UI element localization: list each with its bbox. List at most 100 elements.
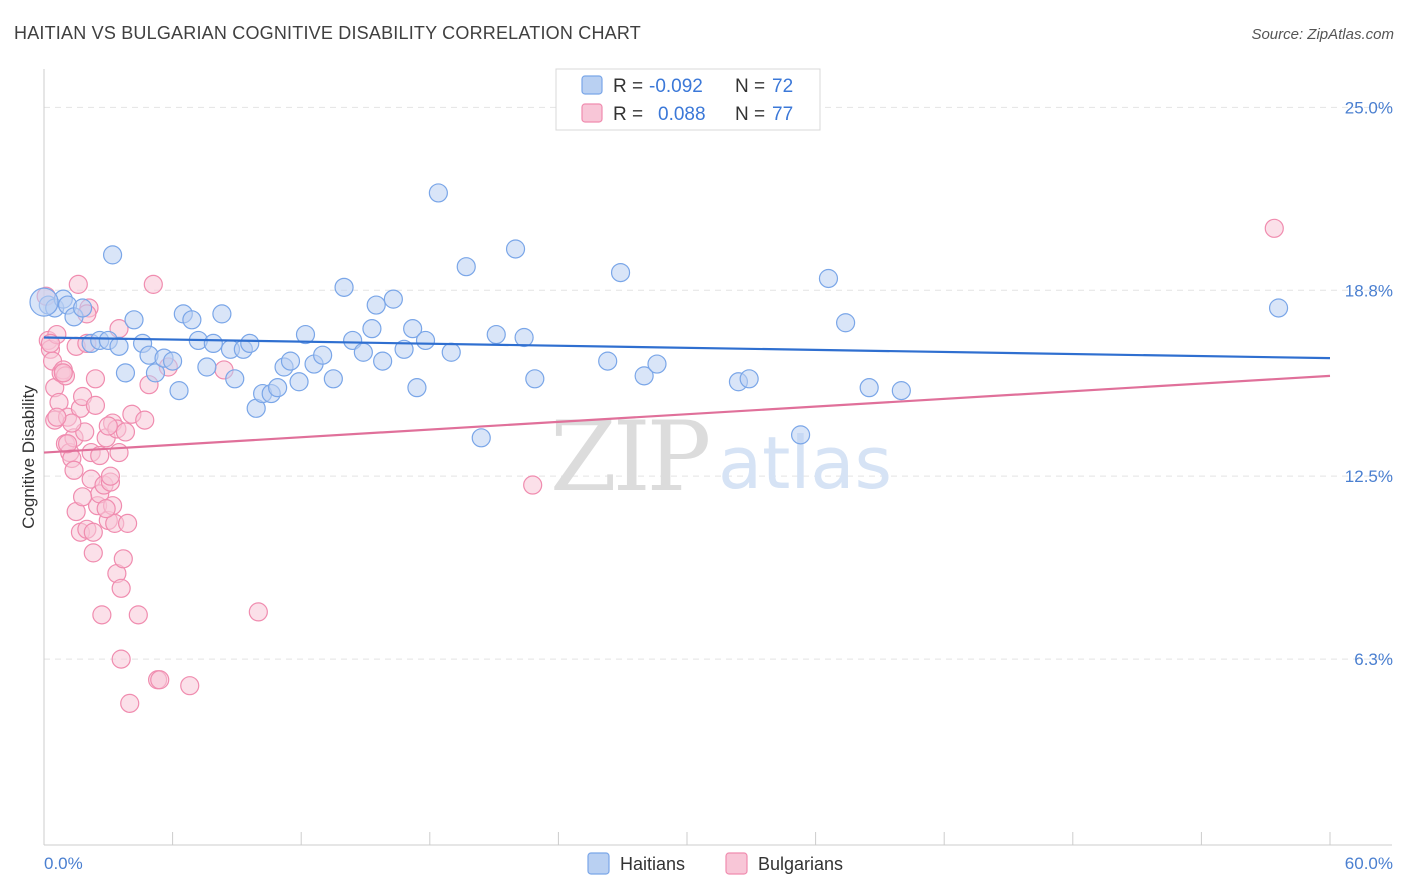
point-bulgarians xyxy=(523,475,543,495)
point-haitians xyxy=(836,313,856,333)
point-haitians xyxy=(109,336,129,356)
x-axis-ticks xyxy=(43,832,1331,845)
point-haitians xyxy=(225,369,245,389)
point-bulgarians xyxy=(111,649,131,669)
point-haitians xyxy=(295,324,316,345)
point-haitians xyxy=(313,345,333,365)
point-bulgarians xyxy=(111,578,131,598)
point-bulgarians xyxy=(117,513,138,533)
point-bulgarians xyxy=(85,395,106,415)
point-bulgarians xyxy=(68,274,88,294)
point-haitians xyxy=(203,333,223,354)
point-haitians xyxy=(525,369,545,389)
point-bulgarians xyxy=(248,602,268,622)
point-haitians xyxy=(456,257,476,277)
point-bulgarians xyxy=(113,549,133,569)
point-bulgarians xyxy=(98,416,118,436)
bottom-legend-swatch-haitians xyxy=(587,852,610,875)
point-bulgarians xyxy=(40,333,61,354)
trend-line-haitians xyxy=(43,336,1331,360)
point-haitians xyxy=(505,239,526,259)
bottom-legend-label-bulgarians: Bulgarians xyxy=(758,854,843,874)
point-haitians xyxy=(471,428,491,448)
point-haitians xyxy=(102,245,123,265)
point-haitians xyxy=(415,330,436,351)
point-bulgarians xyxy=(1264,218,1284,238)
point-haitians xyxy=(383,289,403,309)
series-bulgarians-points xyxy=(36,218,1284,713)
legend-r-value-bulgarians: 0.088 xyxy=(658,104,706,125)
point-bulgarians xyxy=(83,522,103,542)
legend-swatch-bulgarians xyxy=(581,103,603,123)
point-bulgarians xyxy=(85,369,106,389)
point-bulgarians xyxy=(109,442,129,463)
bottom-legend-swatch-bulgarians xyxy=(725,852,748,875)
point-haitians xyxy=(598,351,618,371)
point-haitians xyxy=(647,354,667,374)
point-bulgarians xyxy=(92,605,112,625)
point-haitians xyxy=(323,369,343,389)
point-haitians xyxy=(280,351,301,371)
point-bulgarians xyxy=(180,676,200,696)
point-haitians xyxy=(373,351,393,371)
point-haitians xyxy=(163,351,183,371)
chart-title: HAITIAN VS BULGARIAN COGNITIVE DISABILIT… xyxy=(14,23,641,43)
y-axis-label: Cognitive Disability xyxy=(19,385,38,529)
point-haitians xyxy=(29,287,59,317)
point-haitians xyxy=(197,357,217,377)
point-haitians xyxy=(362,319,382,339)
bottom-legend-label-haitians: Haitians xyxy=(620,854,685,874)
watermark: ZIP atlas xyxy=(550,401,892,513)
point-haitians xyxy=(610,262,631,283)
legend-r-label-bulgarians: R = xyxy=(613,104,643,125)
point-bulgarians xyxy=(90,445,110,466)
point-haitians xyxy=(72,298,93,318)
point-haitians xyxy=(240,333,260,354)
point-bulgarians xyxy=(96,499,116,519)
point-haitians xyxy=(268,378,288,398)
point-haitians xyxy=(124,310,144,330)
point-bulgarians xyxy=(64,460,84,480)
chart-source: Source: ZipAtlas.com xyxy=(1251,26,1394,43)
point-haitians xyxy=(145,363,166,383)
point-haitians xyxy=(739,369,759,389)
point-haitians xyxy=(486,324,506,345)
point-bulgarians xyxy=(83,543,103,563)
x-tick-label-max: 60.0% xyxy=(1345,854,1393,873)
legend-n-label-bulgarians: N = xyxy=(735,104,765,125)
point-haitians xyxy=(818,268,839,289)
y-tick-label: 12.5% xyxy=(1345,467,1393,486)
point-bulgarians xyxy=(57,434,78,454)
trend-lines xyxy=(43,336,1331,454)
point-haitians xyxy=(634,366,654,386)
point-haitians xyxy=(353,342,373,362)
legend-n-label-haitians: N = xyxy=(735,76,765,97)
point-haitians xyxy=(859,378,879,398)
legend-r-value-haitians: -0.092 xyxy=(649,76,703,97)
point-bulgarians xyxy=(100,466,121,486)
bottom-legend: Haitians Bulgarians xyxy=(587,852,843,875)
trend-line-bulgarians xyxy=(43,374,1331,454)
point-bulgarians xyxy=(135,410,155,430)
legend-n-value-haitians: 72 xyxy=(772,76,793,97)
point-haitians xyxy=(1268,298,1289,318)
point-haitians xyxy=(441,342,461,362)
point-bulgarians xyxy=(128,605,148,625)
point-bulgarians xyxy=(120,693,140,713)
y-tick-label: 6.3% xyxy=(1354,650,1393,669)
point-haitians xyxy=(428,183,448,203)
point-haitians xyxy=(790,425,811,445)
legend-n-value-bulgarians: 77 xyxy=(772,104,793,125)
point-haitians xyxy=(182,310,202,330)
point-bulgarians xyxy=(115,422,136,442)
point-haitians xyxy=(289,372,309,392)
watermark-zip: ZIP xyxy=(550,401,709,513)
y-tick-labels: 6.3% 12.5% 18.8% 25.0% xyxy=(1345,98,1393,669)
x-tick-label-min: 0.0% xyxy=(44,854,83,873)
point-haitians xyxy=(403,319,423,339)
point-haitians xyxy=(115,363,136,383)
y-tick-label: 18.8% xyxy=(1345,281,1393,300)
point-haitians xyxy=(891,381,911,401)
point-bulgarians xyxy=(47,407,67,427)
